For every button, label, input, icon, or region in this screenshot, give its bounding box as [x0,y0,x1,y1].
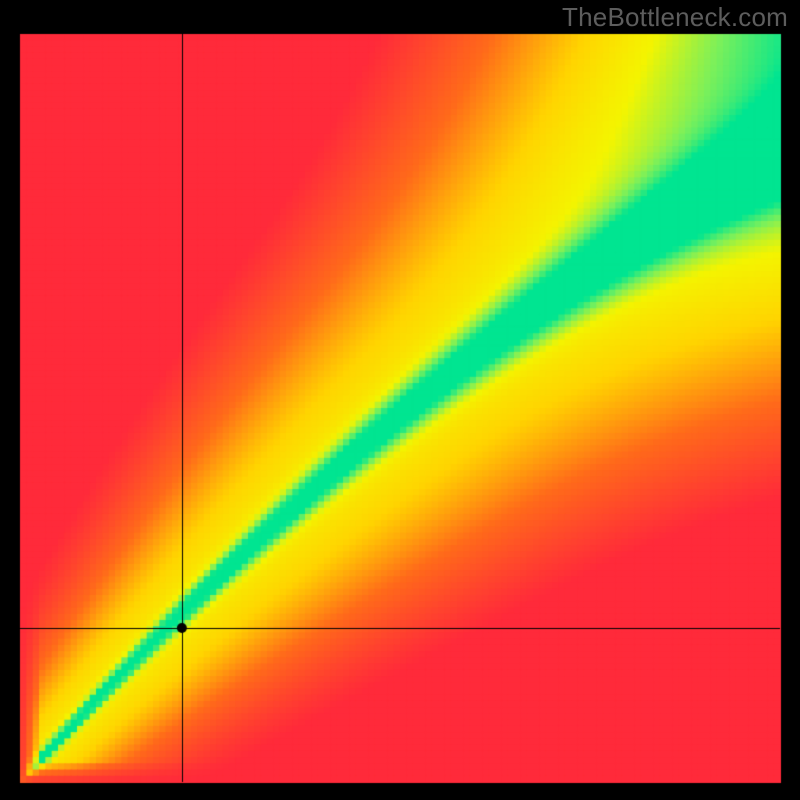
bottleneck-heatmap [0,0,800,800]
watermark-text: TheBottleneck.com [562,2,788,33]
chart-container: TheBottleneck.com [0,0,800,800]
